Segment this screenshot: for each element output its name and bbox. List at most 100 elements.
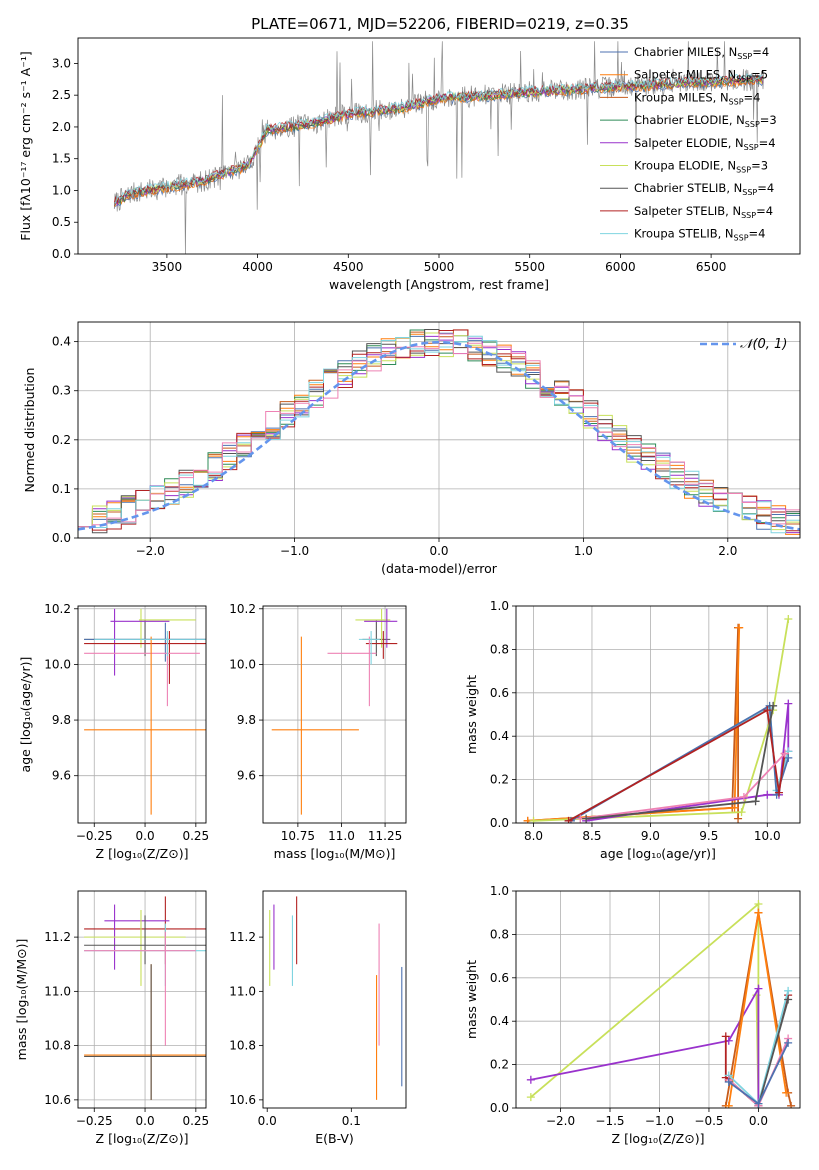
y-tick-label: 9.8: [237, 713, 256, 727]
mass-weight-marker: [774, 788, 783, 797]
y-tick-label: 0.5: [52, 215, 71, 229]
y-axis-label: age [log₁₀(age/yr)]: [18, 657, 33, 773]
mass-weight-line: [530, 985, 760, 1106]
x-tick-label: 11.0: [328, 829, 355, 843]
y-tick-label: 10.0: [229, 657, 256, 671]
panel-residuals: −2.0 −1.0 0.0 1.0 2.0 0.0 0.1 0.2 0.3 0.4 (data-mo…: [22, 321, 801, 576]
x-tick-label: 0.0: [429, 544, 448, 558]
legend-entry: Chabrier STELIB, NSSP=4: [634, 181, 774, 197]
y-tick-label: 0.0: [52, 531, 71, 545]
mass-weight-marker: [754, 900, 763, 909]
legend-entry: Kroupa STELIB, NSSP=4: [634, 227, 765, 243]
y-tick-label: 1.5: [52, 152, 71, 166]
legend-entry: 𝒩(0, 1): [740, 337, 787, 352]
mass-weight-marker: [730, 803, 739, 812]
y-tick-label: 11.2: [229, 930, 256, 944]
y-axis-label: Normed distribution: [22, 368, 37, 493]
y-tick-label: 10.2: [229, 602, 256, 616]
mass-weight-marker: [526, 1093, 535, 1102]
y-tick-label: 10.8: [44, 1039, 71, 1053]
y-tick-label: 1.0: [52, 183, 71, 197]
mass-weight-marker: [784, 995, 793, 1004]
y-axis-label: Flux [fλ10⁻¹⁷ erg cm⁻² s⁻¹ A⁻¹]: [18, 51, 33, 240]
mass-weight-marker: [737, 808, 746, 817]
x-tick-label: 8.0: [524, 829, 543, 843]
x-tick-label: −1.0: [645, 1114, 674, 1128]
mass-weight-marker: [582, 814, 591, 823]
mass-weight-line: [568, 708, 786, 822]
x-tick-label: −1.0: [280, 544, 309, 558]
x-tick-label: −2.0: [546, 1114, 575, 1128]
y-tick-label: 0.4: [490, 729, 509, 743]
plot-area: [269, 896, 403, 1100]
x-tick-label: 0.0: [136, 829, 155, 843]
mass-weight-marker: [780, 749, 789, 758]
y-tick-label: 0.4: [490, 1014, 509, 1028]
mass-weight-marker: [754, 908, 763, 917]
x-tick-label: 5000: [424, 260, 455, 274]
y-tick-label: 0.8: [490, 642, 509, 656]
y-tick-label: 10.6: [229, 1093, 256, 1107]
mass-weight-marker: [739, 792, 748, 801]
x-tick-label: 6000: [605, 260, 636, 274]
legend-entry: Chabrier MILES, NSSP=4: [634, 45, 769, 61]
x-tick-label: 5500: [514, 260, 545, 274]
plot-area: [78, 329, 800, 535]
y-tick-label: 11.2: [44, 930, 71, 944]
y-axis-label: mass [log₁₀(M/M⊙)]: [14, 939, 29, 1061]
mass-weight-marker: [763, 790, 772, 799]
mass-weight-marker: [784, 986, 793, 995]
y-tick-label: 0.4: [52, 335, 71, 349]
x-axis-label: (data-model)/error: [381, 561, 498, 576]
panel-age-vs-mass: 10.75 11.0 11.25 9.6 9.8 10.0 10.2 mass [log₁₀(…: [229, 602, 407, 861]
plot-area: [526, 900, 796, 1108]
x-axis-label: Z [log₁₀(Z/Z⊙)]: [612, 1131, 705, 1146]
x-tick-label: −2.0: [136, 544, 165, 558]
panel-spectrum: 3500 4000 4500 5000 5500 6000 6500 0.0 0.5 1.0 1.5…: [18, 37, 801, 292]
mass-weight-marker: [721, 1032, 730, 1041]
x-tick-label: 10.0: [754, 829, 781, 843]
mass-weight-line: [527, 627, 741, 822]
y-tick-label: 10.0: [44, 657, 71, 671]
axes-frame: [77, 37, 801, 255]
mass-weight-marker: [784, 615, 793, 624]
y-tick-label: 0.1: [52, 482, 71, 496]
mass-weight-line: [527, 627, 739, 822]
x-tick-label: 6500: [696, 260, 727, 274]
y-tick-label: 0.6: [490, 971, 509, 985]
plot-area: [113, 41, 765, 254]
mass-weight-marker: [754, 1099, 763, 1108]
x-axis-label: wavelength [Angstrom, rest frame]: [329, 277, 549, 292]
legend-entry: Salpeter MILES, NSSP=5: [634, 68, 768, 84]
y-tick-label: 0.0: [52, 247, 71, 261]
axes-frame: [262, 605, 407, 824]
y-tick-label: 0.0: [490, 1101, 509, 1115]
x-axis-label: E(B-V): [315, 1131, 354, 1146]
x-tick-label: 4500: [333, 260, 364, 274]
y-tick-label: 9.6: [237, 769, 256, 783]
panel-mass-weight-vs-Z: −2.0 −1.5 −1.0 −0.5 0.0 0.0 0.2 0.4 0.6 0.8 1.0 Z […: [464, 884, 801, 1146]
x-tick-label: 4000: [242, 260, 273, 274]
x-tick-label: 9.5: [699, 829, 718, 843]
mass-weight-line: [533, 618, 790, 822]
y-tick-label: 0.3: [52, 384, 71, 398]
x-tick-label: −0.5: [694, 1114, 723, 1128]
x-tick-label: 2.0: [718, 544, 737, 558]
y-tick-label: 0.6: [490, 686, 509, 700]
mass-weight-marker: [526, 1075, 535, 1084]
mass-weight-marker: [734, 814, 743, 823]
x-tick-label: 3500: [152, 260, 183, 274]
mass-weight-line: [724, 912, 792, 1107]
axes-frame: [77, 605, 207, 824]
y-axis-label: mass weight: [464, 960, 479, 1039]
y-tick-label: 10.8: [229, 1039, 256, 1053]
axes-frame: [262, 890, 407, 1109]
x-axis-label: Z [log₁₀(Z/Z⊙)]: [96, 1131, 189, 1146]
panel-mass-vs-EBV: 0.0 0.1 10.6 10.8 11.0 11.2 E(B-V): [229, 890, 407, 1146]
legend-entry: Chabrier ELODIE, NSSP=3: [634, 113, 777, 129]
normal-distribution-curve: [78, 340, 800, 531]
legend-entry: Salpeter STELIB, NSSP=4: [634, 204, 773, 220]
legend-entry: Kroupa MILES, NSSP=4: [634, 90, 760, 106]
mass-weight-line: [585, 703, 790, 822]
